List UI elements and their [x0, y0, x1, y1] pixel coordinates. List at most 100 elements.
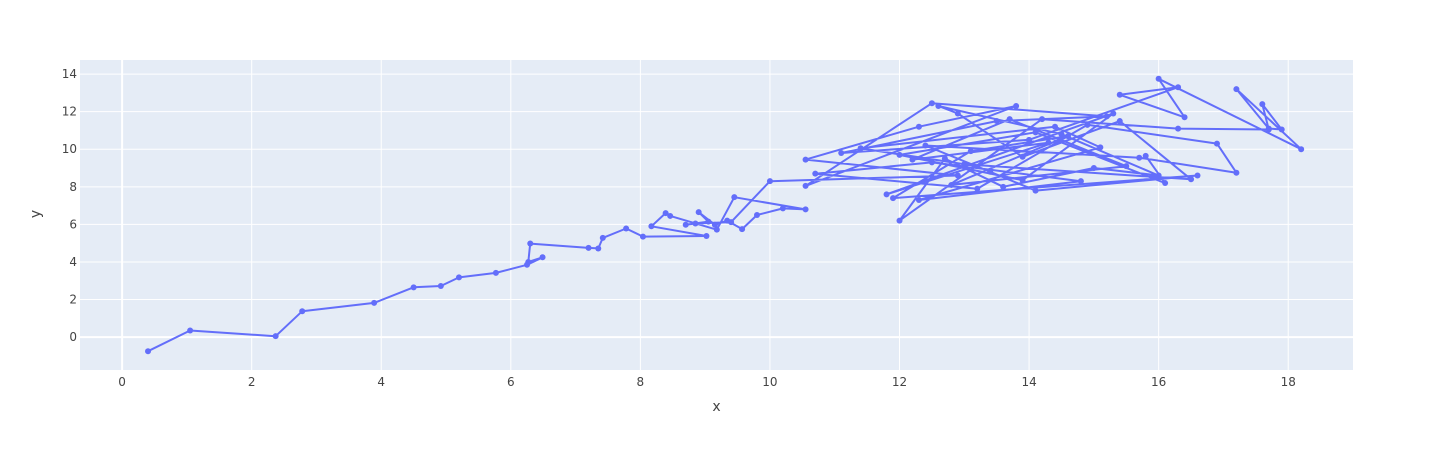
- data-point[interactable]: [1155, 172, 1162, 179]
- data-point[interactable]: [896, 151, 903, 158]
- data-point[interactable]: [1213, 140, 1220, 147]
- data-point[interactable]: [639, 233, 646, 240]
- data-point[interactable]: [682, 221, 689, 228]
- data-point[interactable]: [1278, 126, 1285, 133]
- data-point[interactable]: [662, 210, 669, 217]
- y-axis-title: y: [28, 210, 44, 218]
- data-point[interactable]: [890, 195, 897, 202]
- data-point[interactable]: [954, 110, 961, 117]
- data-point[interactable]: [1090, 165, 1097, 172]
- data-point[interactable]: [896, 217, 903, 224]
- data-point[interactable]: [713, 226, 720, 233]
- data-point[interactable]: [599, 234, 606, 241]
- data-point[interactable]: [1194, 172, 1201, 179]
- data-point[interactable]: [1103, 113, 1110, 120]
- data-point[interactable]: [1064, 133, 1071, 140]
- data-point[interactable]: [272, 333, 279, 340]
- data-point[interactable]: [1051, 123, 1058, 130]
- data-point[interactable]: [948, 181, 955, 188]
- data-point[interactable]: [779, 205, 786, 212]
- data-point[interactable]: [1175, 125, 1182, 132]
- data-point[interactable]: [915, 123, 922, 130]
- data-point[interactable]: [739, 226, 746, 233]
- data-point[interactable]: [1006, 116, 1013, 123]
- data-point[interactable]: [1032, 187, 1039, 194]
- data-point[interactable]: [187, 327, 194, 334]
- data-point[interactable]: [667, 212, 674, 219]
- data-point[interactable]: [967, 148, 974, 155]
- data-point[interactable]: [455, 274, 462, 281]
- data-point[interactable]: [1233, 86, 1240, 93]
- data-point[interactable]: [695, 209, 702, 216]
- data-point[interactable]: [1188, 176, 1195, 183]
- data-point[interactable]: [585, 244, 592, 251]
- data-point[interactable]: [802, 156, 809, 163]
- data-point[interactable]: [525, 258, 532, 265]
- data-point[interactable]: [371, 299, 378, 306]
- data-point[interactable]: [1116, 118, 1123, 125]
- data-point[interactable]: [909, 156, 916, 163]
- data-point[interactable]: [1142, 152, 1149, 159]
- data-point[interactable]: [1136, 154, 1143, 161]
- data-point[interactable]: [1259, 101, 1266, 108]
- data-point[interactable]: [1233, 169, 1240, 176]
- data-point[interactable]: [1013, 103, 1020, 110]
- data-point[interactable]: [1058, 131, 1065, 138]
- data-point[interactable]: [753, 212, 760, 218]
- data-point[interactable]: [915, 196, 922, 203]
- data-point[interactable]: [993, 118, 1000, 125]
- data-point[interactable]: [299, 308, 306, 315]
- data-point[interactable]: [1181, 114, 1188, 121]
- data-point[interactable]: [1123, 163, 1130, 170]
- data-point[interactable]: [812, 170, 819, 177]
- data-point[interactable]: [1175, 84, 1182, 91]
- data-point[interactable]: [1265, 126, 1272, 133]
- data-point[interactable]: [961, 161, 968, 168]
- data-point[interactable]: [1077, 178, 1084, 185]
- data-point[interactable]: [802, 182, 809, 189]
- data-point[interactable]: [595, 245, 602, 252]
- data-point[interactable]: [539, 254, 546, 261]
- data-point[interactable]: [1000, 183, 1007, 190]
- data-point[interactable]: [1298, 146, 1305, 153]
- data-point[interactable]: [941, 155, 948, 162]
- data-point[interactable]: [492, 269, 499, 276]
- data-point[interactable]: [1019, 177, 1026, 184]
- data-point[interactable]: [711, 221, 718, 228]
- data-point[interactable]: [935, 103, 942, 110]
- data-point[interactable]: [987, 168, 994, 175]
- data-point[interactable]: [437, 283, 444, 290]
- data-point[interactable]: [1026, 136, 1033, 143]
- data-point[interactable]: [1116, 91, 1123, 98]
- data-point[interactable]: [705, 218, 712, 225]
- data-point[interactable]: [623, 225, 630, 232]
- data-point[interactable]: [1162, 180, 1169, 187]
- data-point[interactable]: [954, 172, 961, 179]
- data-point[interactable]: [728, 219, 735, 226]
- data-point[interactable]: [1032, 129, 1039, 136]
- data-point[interactable]: [731, 194, 738, 201]
- data-point[interactable]: [1110, 110, 1117, 117]
- data-point[interactable]: [838, 150, 845, 156]
- data-point[interactable]: [857, 145, 864, 152]
- data-point[interactable]: [922, 142, 929, 149]
- data-point[interactable]: [883, 191, 890, 198]
- data-point[interactable]: [928, 100, 935, 107]
- y-tick-label: 4: [69, 255, 77, 269]
- data-point[interactable]: [802, 206, 809, 213]
- data-point[interactable]: [1155, 75, 1162, 82]
- data-point[interactable]: [1039, 116, 1046, 123]
- data-point[interactable]: [974, 185, 981, 192]
- data-point[interactable]: [145, 348, 152, 355]
- data-point[interactable]: [1019, 153, 1026, 160]
- data-point[interactable]: [1097, 144, 1104, 151]
- data-point[interactable]: [1045, 139, 1052, 146]
- data-point[interactable]: [928, 159, 935, 166]
- data-point[interactable]: [766, 178, 773, 185]
- data-point[interactable]: [703, 233, 710, 240]
- data-point[interactable]: [527, 240, 534, 247]
- data-point[interactable]: [648, 223, 655, 230]
- data-point[interactable]: [1084, 121, 1091, 128]
- data-point[interactable]: [692, 220, 699, 227]
- data-point[interactable]: [410, 284, 417, 291]
